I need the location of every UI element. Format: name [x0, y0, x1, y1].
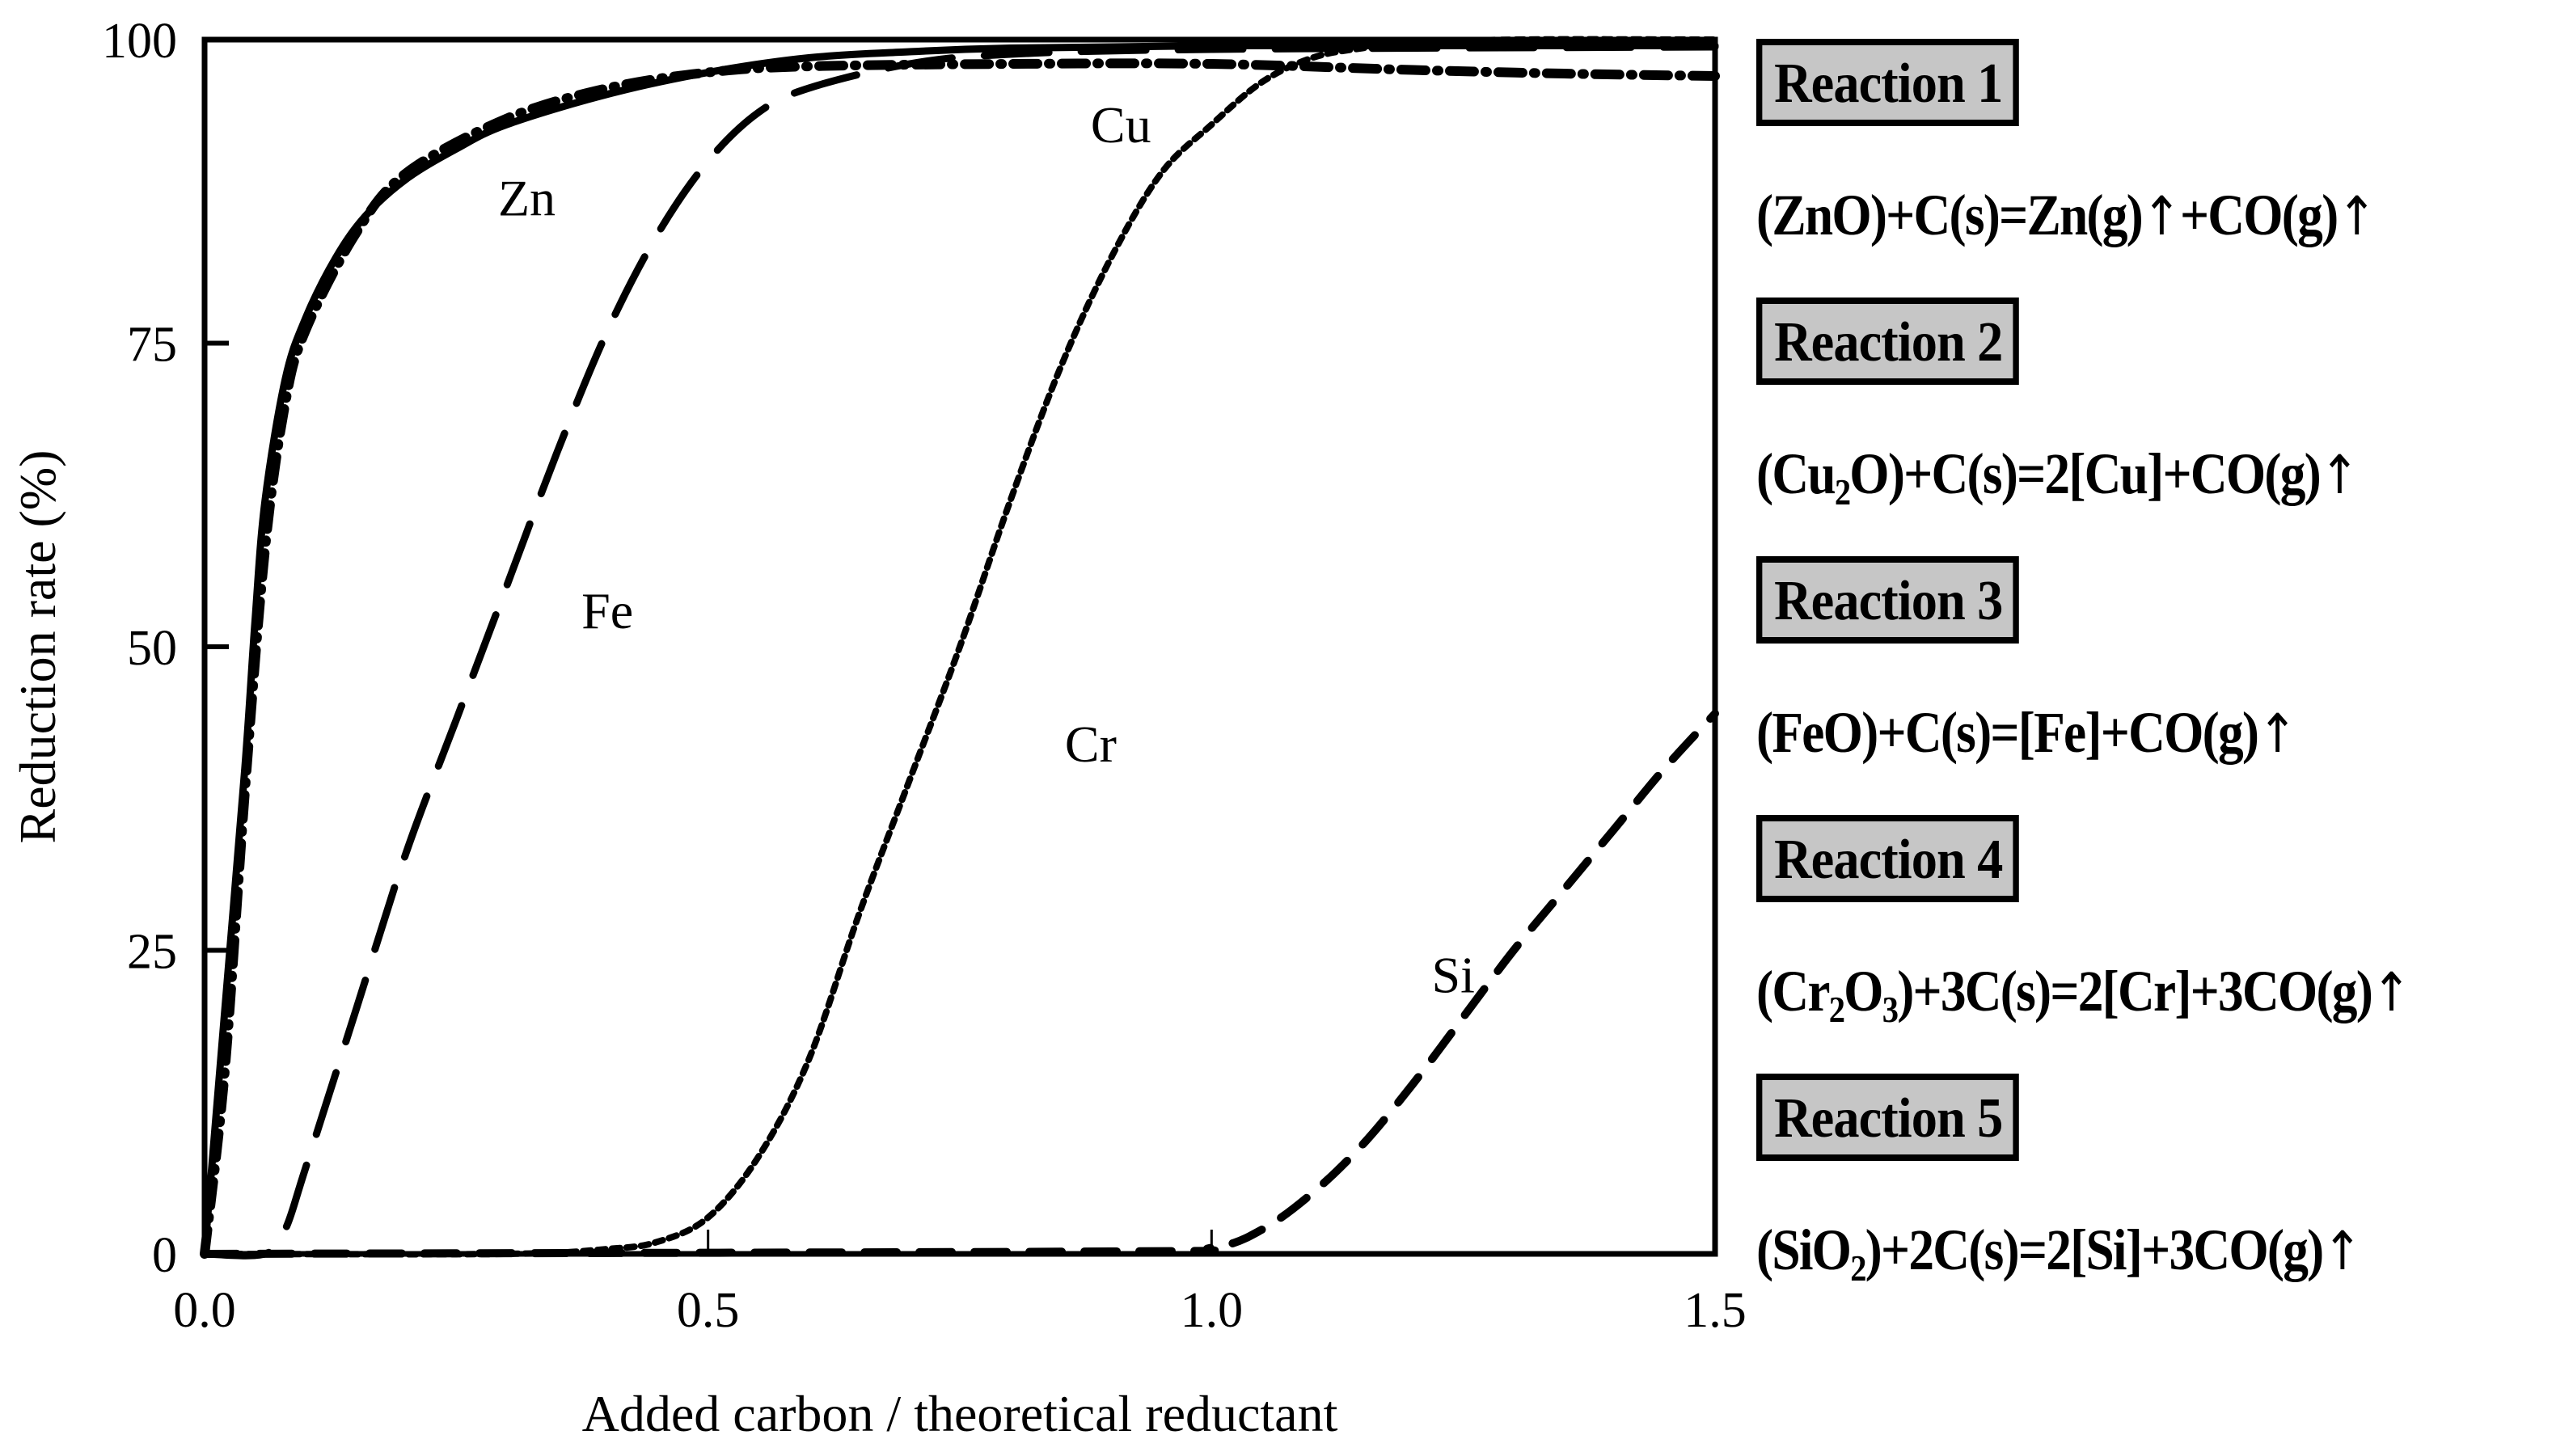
curve-label-cr: Cr	[1065, 715, 1117, 773]
curve-label-zn: Zn	[498, 169, 556, 226]
reaction-2: Reaction 2	[1756, 298, 2042, 385]
reaction-2-equation: (Cu2O)+C(s)=2[Cu]+CO(g)↑	[1756, 441, 2360, 513]
curve-si	[201, 709, 1719, 1258]
curve-label-si: Si	[1432, 947, 1475, 1004]
curve-labels: Zn Cu Fe Cr Si	[498, 96, 1475, 1003]
data-curves	[200, 36, 1720, 1260]
reaction-5-label: Reaction 5	[1756, 1074, 2019, 1161]
x-axis-ticks: 0.0 0.5 1.0 1.5	[173, 1230, 1747, 1338]
reaction-3: Reaction 3	[1756, 556, 2042, 644]
y-tick-label: 0	[152, 1228, 177, 1283]
curve-cr	[201, 36, 1718, 1258]
reaction-2-label: Reaction 2	[1756, 298, 2019, 385]
x-tick-label: 1.0	[1181, 1283, 1244, 1338]
x-tick-label: 0.5	[677, 1283, 740, 1338]
curve-fe	[201, 43, 1719, 1260]
reaction-1-equation: (ZnO)+C(s)=Zn(g)↑+CO(g)↑	[1756, 183, 2377, 247]
reaction-3-label: Reaction 3	[1756, 556, 2019, 644]
reaction-4: Reaction 4	[1756, 815, 2042, 902]
reaction-1-label: Reaction 1	[1756, 39, 2019, 126]
y-tick-label: 75	[127, 318, 177, 373]
reaction-4-label: Reaction 4	[1756, 815, 2019, 902]
curve-cu	[200, 58, 1720, 1259]
y-tick-label: 100	[102, 14, 177, 69]
y-axis-ticks: 0 25 50 75 100	[102, 14, 229, 1283]
y-tick-label: 50	[127, 621, 177, 676]
reaction-1: Reaction 1	[1756, 39, 2042, 126]
x-axis-title: Added carbon / theoretical reductant	[582, 1385, 1338, 1442]
curve-label-fe: Fe	[581, 582, 633, 639]
y-axis-title: Reduction rate (%)	[9, 450, 66, 844]
y-tick-label: 25	[127, 925, 177, 980]
curve-label-cu: Cu	[1091, 96, 1151, 154]
reaction-5-equation: (SiO2)+2C(s)=2[Si]+3CO(g)↑	[1756, 1218, 2362, 1289]
reaction-5: Reaction 5	[1756, 1074, 2042, 1161]
reaction-3-equation: (FeO)+C(s)=[Fe]+CO(g)↑	[1756, 700, 2297, 765]
x-tick-label: 1.5	[1684, 1283, 1747, 1338]
reaction-4-equation: (Cr2O3)+3C(s)=2[Cr]+3CO(g)↑	[1756, 959, 2411, 1030]
x-tick-label: 0.0	[173, 1283, 236, 1338]
